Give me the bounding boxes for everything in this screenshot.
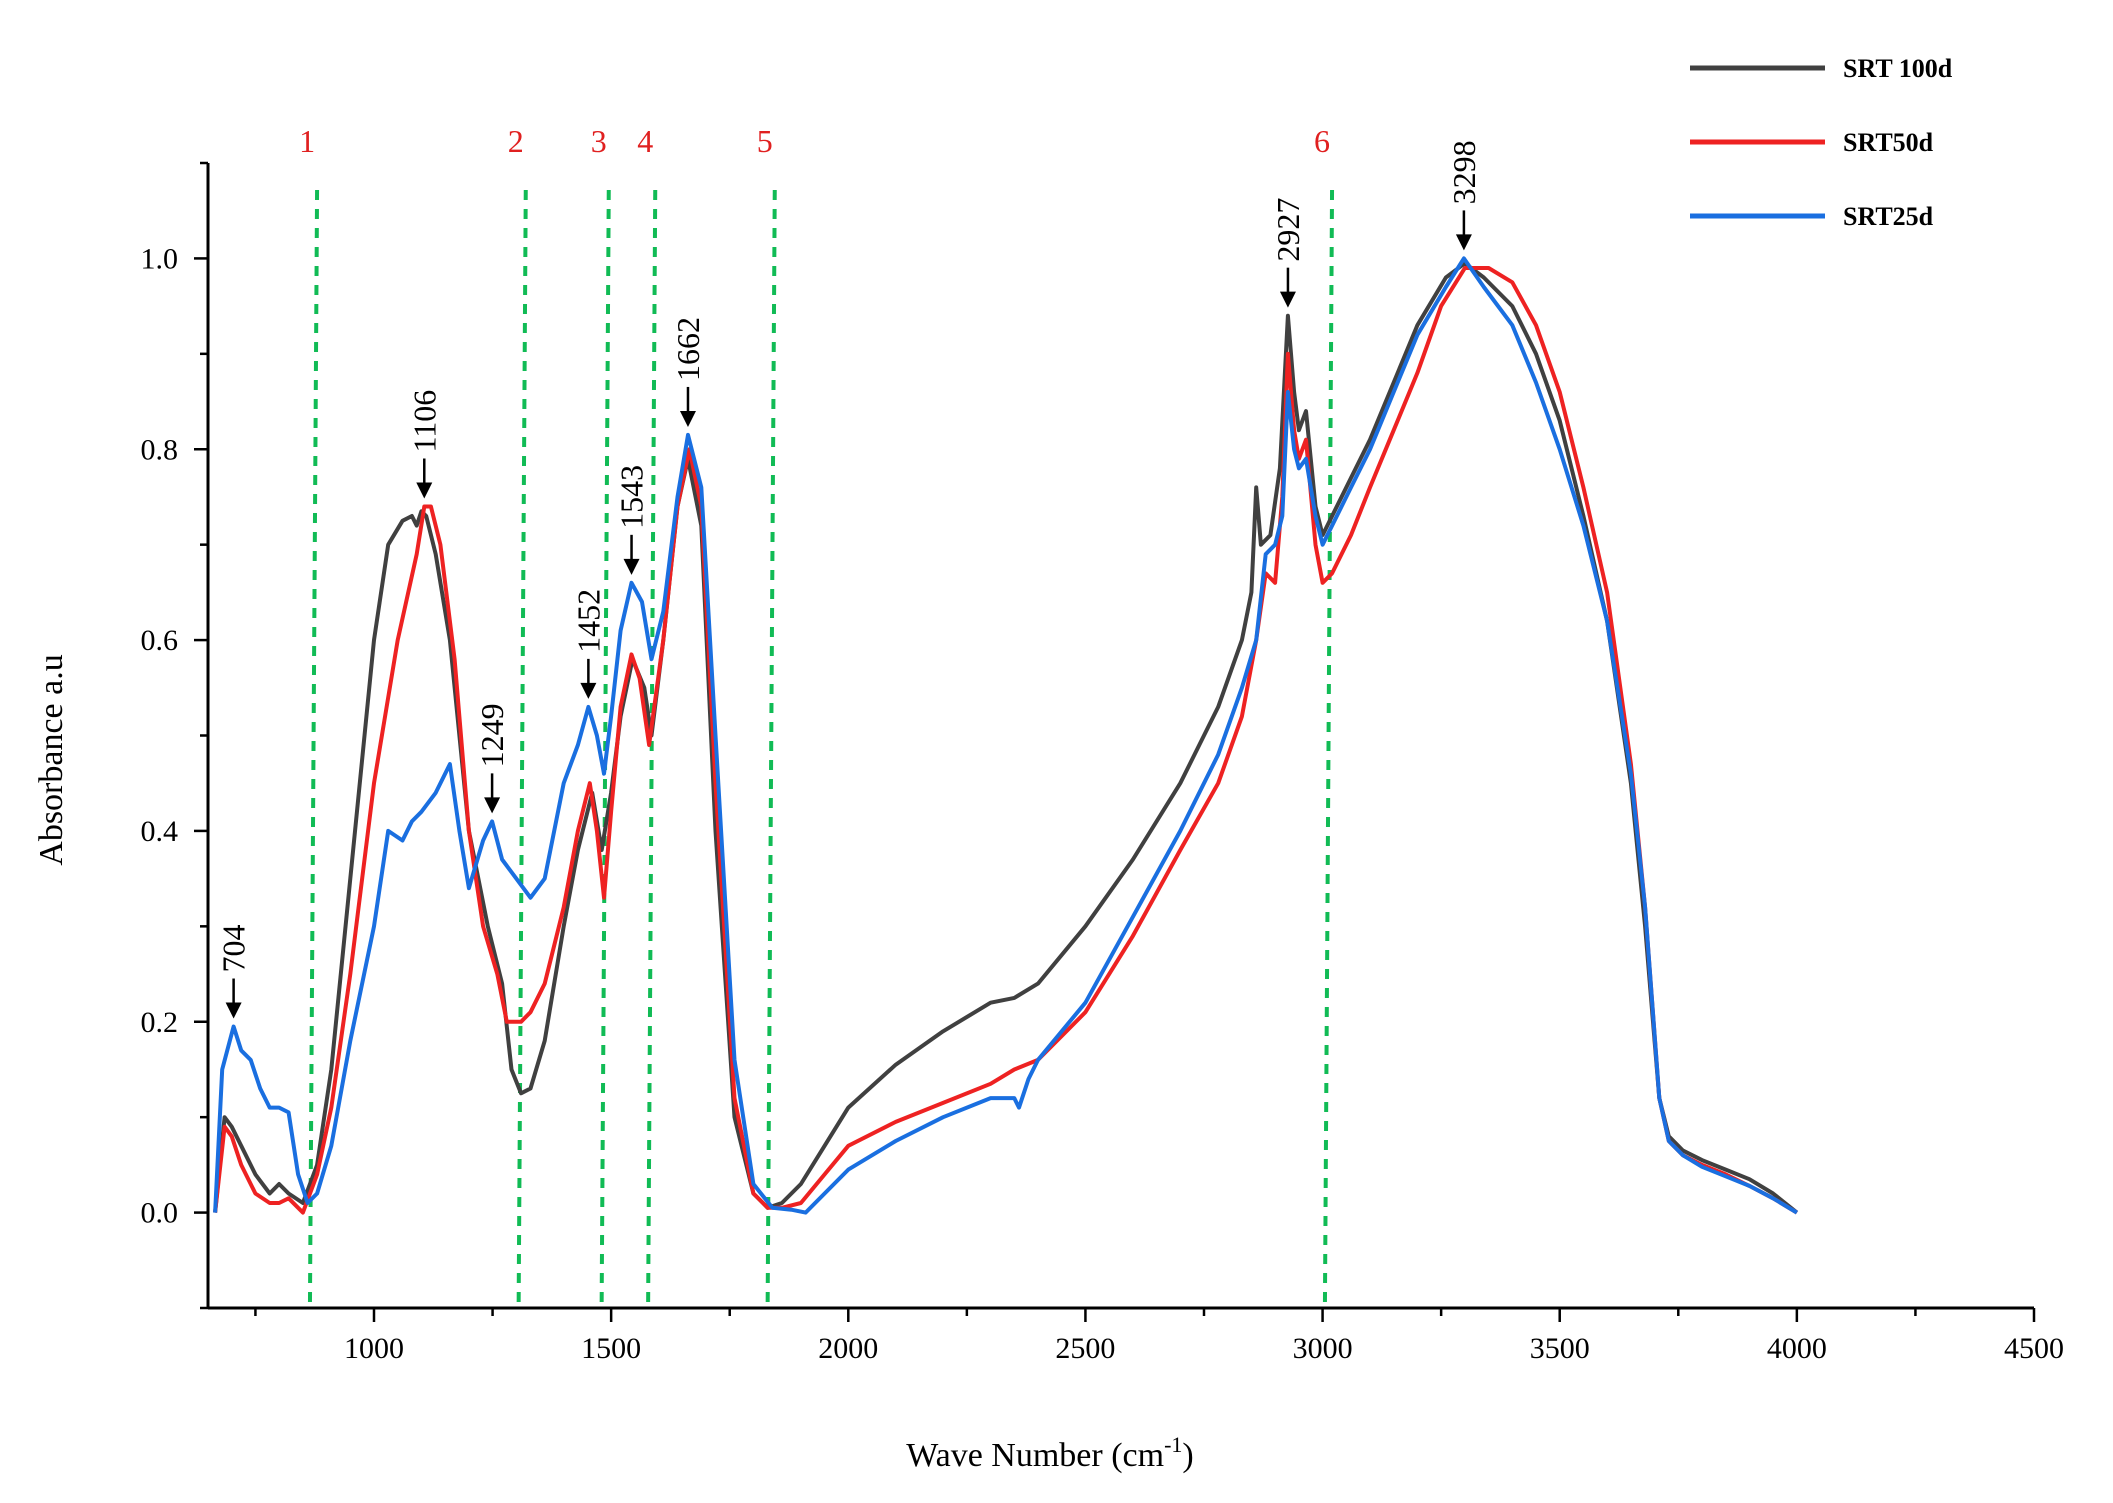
peak-annotations: 704 1106 1249 1452 1543 1662 2927 3298 <box>216 140 1482 1019</box>
region-label-3: 3 <box>591 123 607 159</box>
series-line-srt25d <box>213 256 1798 1215</box>
legend-entry-srt50d: SRT50d <box>1690 128 1934 157</box>
peak-annotation-1543: 1543 <box>614 465 650 575</box>
peak-annotation-704: 704 <box>216 925 252 1019</box>
region-line-3 <box>599 187 611 1303</box>
x-tick-label: 3000 <box>1293 1332 1353 1365</box>
region-line-6 <box>1322 187 1335 1303</box>
x-tick-label: 1000 <box>344 1332 404 1365</box>
legend: SRT 100d SRT50d SRT25d <box>1690 54 1953 231</box>
peak-arrow-head <box>1279 291 1296 308</box>
legend-label: SRT25d <box>1843 202 1934 231</box>
region-label-2: 2 <box>508 123 524 159</box>
peak-arrow-head <box>416 482 433 499</box>
y-tick-label: 0.6 <box>141 624 179 657</box>
peak-label: 1543 <box>614 465 650 529</box>
x-tick-label: 1500 <box>581 1332 641 1365</box>
axes: 1000 1500 2000 2500 3000 3500 4000 4500 0.0 0.2 0.… <box>141 161 2064 1365</box>
region-label-1: 1 <box>299 123 315 159</box>
peak-arrow-head <box>484 797 501 814</box>
region-line-5 <box>765 187 777 1303</box>
y-tick-label: 0.8 <box>141 433 179 466</box>
peak-annotation-3298: 3298 <box>1446 140 1482 251</box>
peak-label: 3298 <box>1446 140 1482 204</box>
peak-annotation-1249: 1249 <box>474 703 510 814</box>
legend-entry-srt-100d: SRT 100d <box>1690 54 1953 83</box>
peak-annotation-1452: 1452 <box>570 589 606 699</box>
x-tick-label: 4500 <box>2004 1332 2064 1365</box>
series-lines <box>213 256 1799 1215</box>
peak-annotation-1662: 1662 <box>670 317 706 427</box>
peak-arrow-head <box>1455 234 1472 251</box>
y-tick-label: 0.2 <box>141 1006 179 1039</box>
region-line-4 <box>646 187 658 1303</box>
legend-label: SRT 100d <box>1843 54 1953 83</box>
peak-annotation-2927: 2927 <box>1270 198 1306 308</box>
peak-arrow-head <box>623 558 640 575</box>
region-line-1 <box>307 187 320 1303</box>
peak-label: 1452 <box>570 589 606 653</box>
x-tick-label: 3500 <box>1530 1332 1590 1365</box>
series-line-srt50d <box>213 266 1798 1215</box>
x-axis-title: Wave Number (cm-1) <box>906 1432 1193 1474</box>
peak-label: 704 <box>216 925 252 973</box>
series-line-srt-100d <box>213 261 1799 1215</box>
region-line-2 <box>516 187 528 1303</box>
y-tick-label: 0.0 <box>141 1197 179 1230</box>
y-tick-label: 1.0 <box>141 242 179 275</box>
region-label-6: 6 <box>1314 123 1330 159</box>
y-tick-label: 0.4 <box>141 815 179 848</box>
x-tick-label: 2500 <box>1055 1332 1115 1365</box>
region-label-4: 4 <box>637 123 653 159</box>
peak-label: 1249 <box>474 703 510 767</box>
peak-label: 1662 <box>670 317 706 381</box>
y-axis-title: Absorbance a.u <box>33 654 70 865</box>
x-tick-label: 4000 <box>1767 1332 1827 1365</box>
peak-label: 1106 <box>406 390 442 453</box>
peak-arrow-head <box>679 410 696 427</box>
peak-label: 2927 <box>1270 198 1306 262</box>
region-label-5: 5 <box>757 123 773 159</box>
peak-annotation-1106: 1106 <box>406 390 442 499</box>
legend-label: SRT50d <box>1843 128 1934 157</box>
peak-arrow-head <box>225 1002 242 1019</box>
legend-entry-srt25d: SRT25d <box>1690 202 1934 231</box>
peak-arrow-head <box>580 682 597 699</box>
x-tick-label: 2000 <box>818 1332 878 1365</box>
